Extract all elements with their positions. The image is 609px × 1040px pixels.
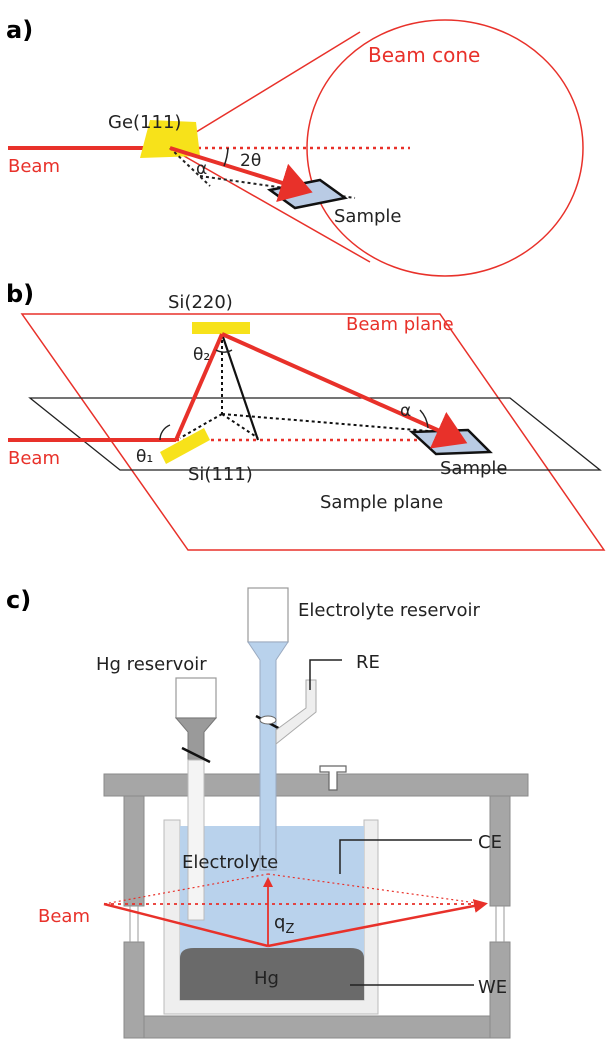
we-label: WE: [478, 977, 507, 998]
panel-c: c): [6, 586, 529, 1039]
theta1-arc: [159, 424, 171, 441]
two-theta-arc: [223, 147, 229, 167]
two-theta-label: 2θ: [240, 151, 261, 171]
beam-label-c: Beam: [38, 906, 90, 927]
beam-label-b: Beam: [8, 448, 60, 469]
theta2-label: θ₂: [193, 345, 210, 365]
beam-down-b: [221, 332, 468, 449]
hg-drop: [180, 948, 364, 1000]
dotted-to-sample-b: [221, 413, 441, 433]
ce-wire: [339, 839, 364, 874]
hg-reservoir-top: [175, 677, 217, 719]
panel-a-letter: a): [6, 16, 33, 44]
hg-label: Hg: [254, 968, 279, 989]
dotted-right-b: [221, 413, 259, 439]
sample-label-a: Sample: [334, 206, 402, 227]
lid-fitting: [319, 765, 347, 791]
normal-line-b: [220, 333, 260, 441]
panel-a: a) Ge(111) Beam Beam cone 2θ α Sample: [6, 16, 584, 277]
beam-dotted-upper-right: [267, 873, 485, 905]
beam-cone-lower-line: [169, 147, 371, 263]
diffracted-beam-a: [169, 146, 313, 202]
beam-plane: [20, 313, 606, 551]
beam-up-b: [174, 333, 224, 441]
beam-label-a: Beam: [8, 156, 60, 177]
si220-label: Si(220): [168, 292, 233, 313]
alpha-label-a: α: [196, 159, 207, 179]
left-wall-lower: [123, 941, 145, 1039]
cell-lid: [103, 773, 529, 797]
hg-reservoir-label: Hg reservoir: [96, 654, 207, 675]
beam-out-c: [267, 899, 488, 948]
electrolyte-valve-body: [259, 715, 277, 725]
electrolyte-label: Electrolyte: [182, 852, 278, 873]
beam-in-c: [103, 902, 269, 948]
panel-c-letter: c): [6, 586, 31, 614]
qz-label-main: q: [274, 912, 285, 933]
si220-crystal: [192, 322, 250, 334]
si111-label: Si(111): [188, 464, 253, 485]
beam-cone-upper-line: [169, 31, 361, 149]
dotted-left-b: [179, 413, 223, 439]
sample-b: [408, 428, 493, 456]
right-wall-lower: [489, 941, 511, 1039]
ge111-label: Ge(111): [108, 112, 181, 133]
left-wall-upper: [123, 795, 145, 907]
re-label: RE: [356, 652, 380, 673]
electrolyte-reservoir-tube: [247, 641, 289, 871]
sample-label-b: Sample: [440, 458, 508, 479]
qz-label-sub: Z: [285, 922, 294, 937]
alpha-label-b: α: [400, 401, 411, 421]
sample-plane: [28, 397, 602, 471]
right-wall-upper: [489, 795, 511, 907]
panel-b: b) Si(220) Beam plane θ₂ θ₁ Si(111): [6, 280, 606, 551]
ge111-crystal: [140, 120, 200, 158]
sample-plane-label: Sample plane: [320, 492, 443, 513]
theta1-label: θ₁: [136, 447, 153, 467]
cell-base: [143, 1015, 491, 1039]
electrolyte-reservoir-top: [247, 587, 289, 643]
beam-plane-label: Beam plane: [346, 314, 454, 335]
theta2-arc: [215, 349, 233, 353]
qz-label: qZ: [274, 912, 294, 937]
hg-reservoir-tube: [187, 759, 205, 921]
re-branch: [275, 679, 317, 746]
si111-crystal: [160, 428, 210, 464]
beam-cone-label: Beam cone: [368, 43, 480, 67]
alpha-arc-b: [419, 409, 429, 429]
panel-b-letter: b): [6, 280, 34, 308]
re-wire: [309, 659, 342, 690]
ce-label: CE: [478, 832, 502, 853]
hg-valve: [181, 746, 211, 764]
beam-cone-ellipse: [306, 19, 584, 277]
electrolyte-reservoir-label: Electrolyte reservoir: [298, 600, 481, 621]
